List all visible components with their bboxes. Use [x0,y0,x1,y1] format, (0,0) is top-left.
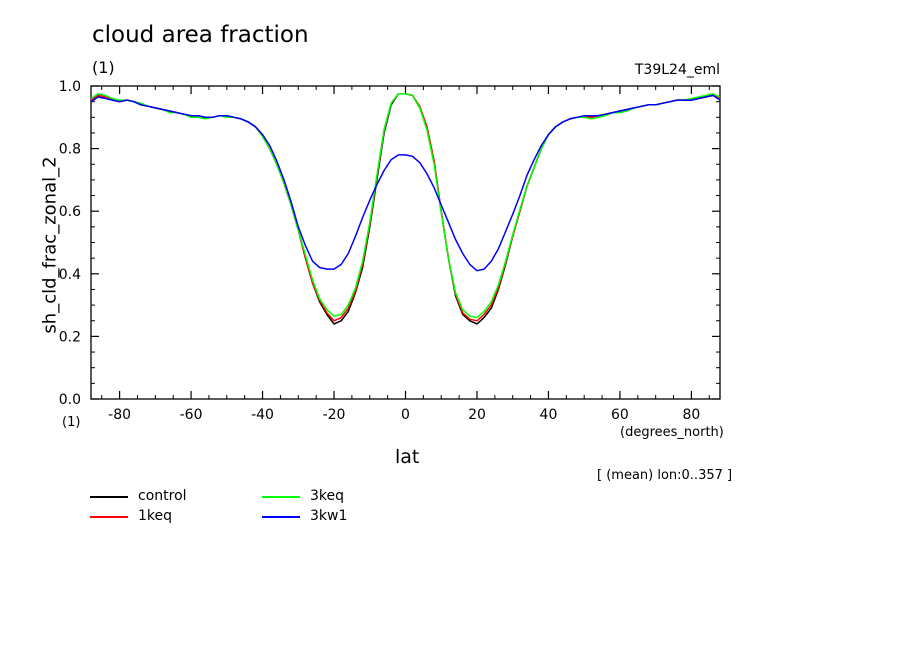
y-tick-label: 0.0 [59,392,81,408]
plot-frame [90,85,721,400]
x-axis-unit: (degrees_north) [620,425,724,440]
y-tick-label: 0.2 [59,329,81,345]
mean-note: [ (mean) lon:0..357 ] [597,468,733,483]
legend-label: 1keq [138,508,173,524]
legend-swatch [262,496,300,498]
x-tick-label: 40 [540,407,558,423]
legend-label: 3kw1 [310,508,348,524]
x-tick-label: 0 [401,407,410,423]
x-tick-label: 20 [468,407,486,423]
legend-label: 3keq [310,488,345,504]
x-tick-label: 60 [611,407,629,423]
legend-swatch [262,516,300,518]
run-id-label: T39L24_eml [634,62,720,78]
series-line-3keq [90,93,721,319]
y-tick-label: 0.4 [59,267,81,283]
series-line-3kw1 [90,94,721,272]
y-tick-label: 1.0 [59,79,81,95]
chart-title: cloud area fraction [92,22,309,48]
series-line-control [90,93,721,325]
x-tick-label: -20 [323,407,346,423]
x-tick-label: 80 [682,407,700,423]
x-tick-label: -60 [180,407,203,423]
unit-label-top: (1) [92,58,115,77]
x-tick-label: -80 [108,407,131,423]
x-tick-label: -40 [251,407,274,423]
legend: control 1keq 3keq 3kw1 [90,488,390,528]
legend-swatch [90,516,128,518]
y-axis-label: sh_cld_frac_zonal_2 [39,156,61,334]
legend-swatch [90,496,128,498]
unit-label-bottom: (1) [62,415,81,430]
y-tick-label: 0.6 [59,204,81,220]
series-line-1keq [90,93,721,322]
x-axis-label: lat [395,446,420,468]
legend-label: control [138,488,187,504]
y-tick-label: 0.8 [59,142,81,158]
